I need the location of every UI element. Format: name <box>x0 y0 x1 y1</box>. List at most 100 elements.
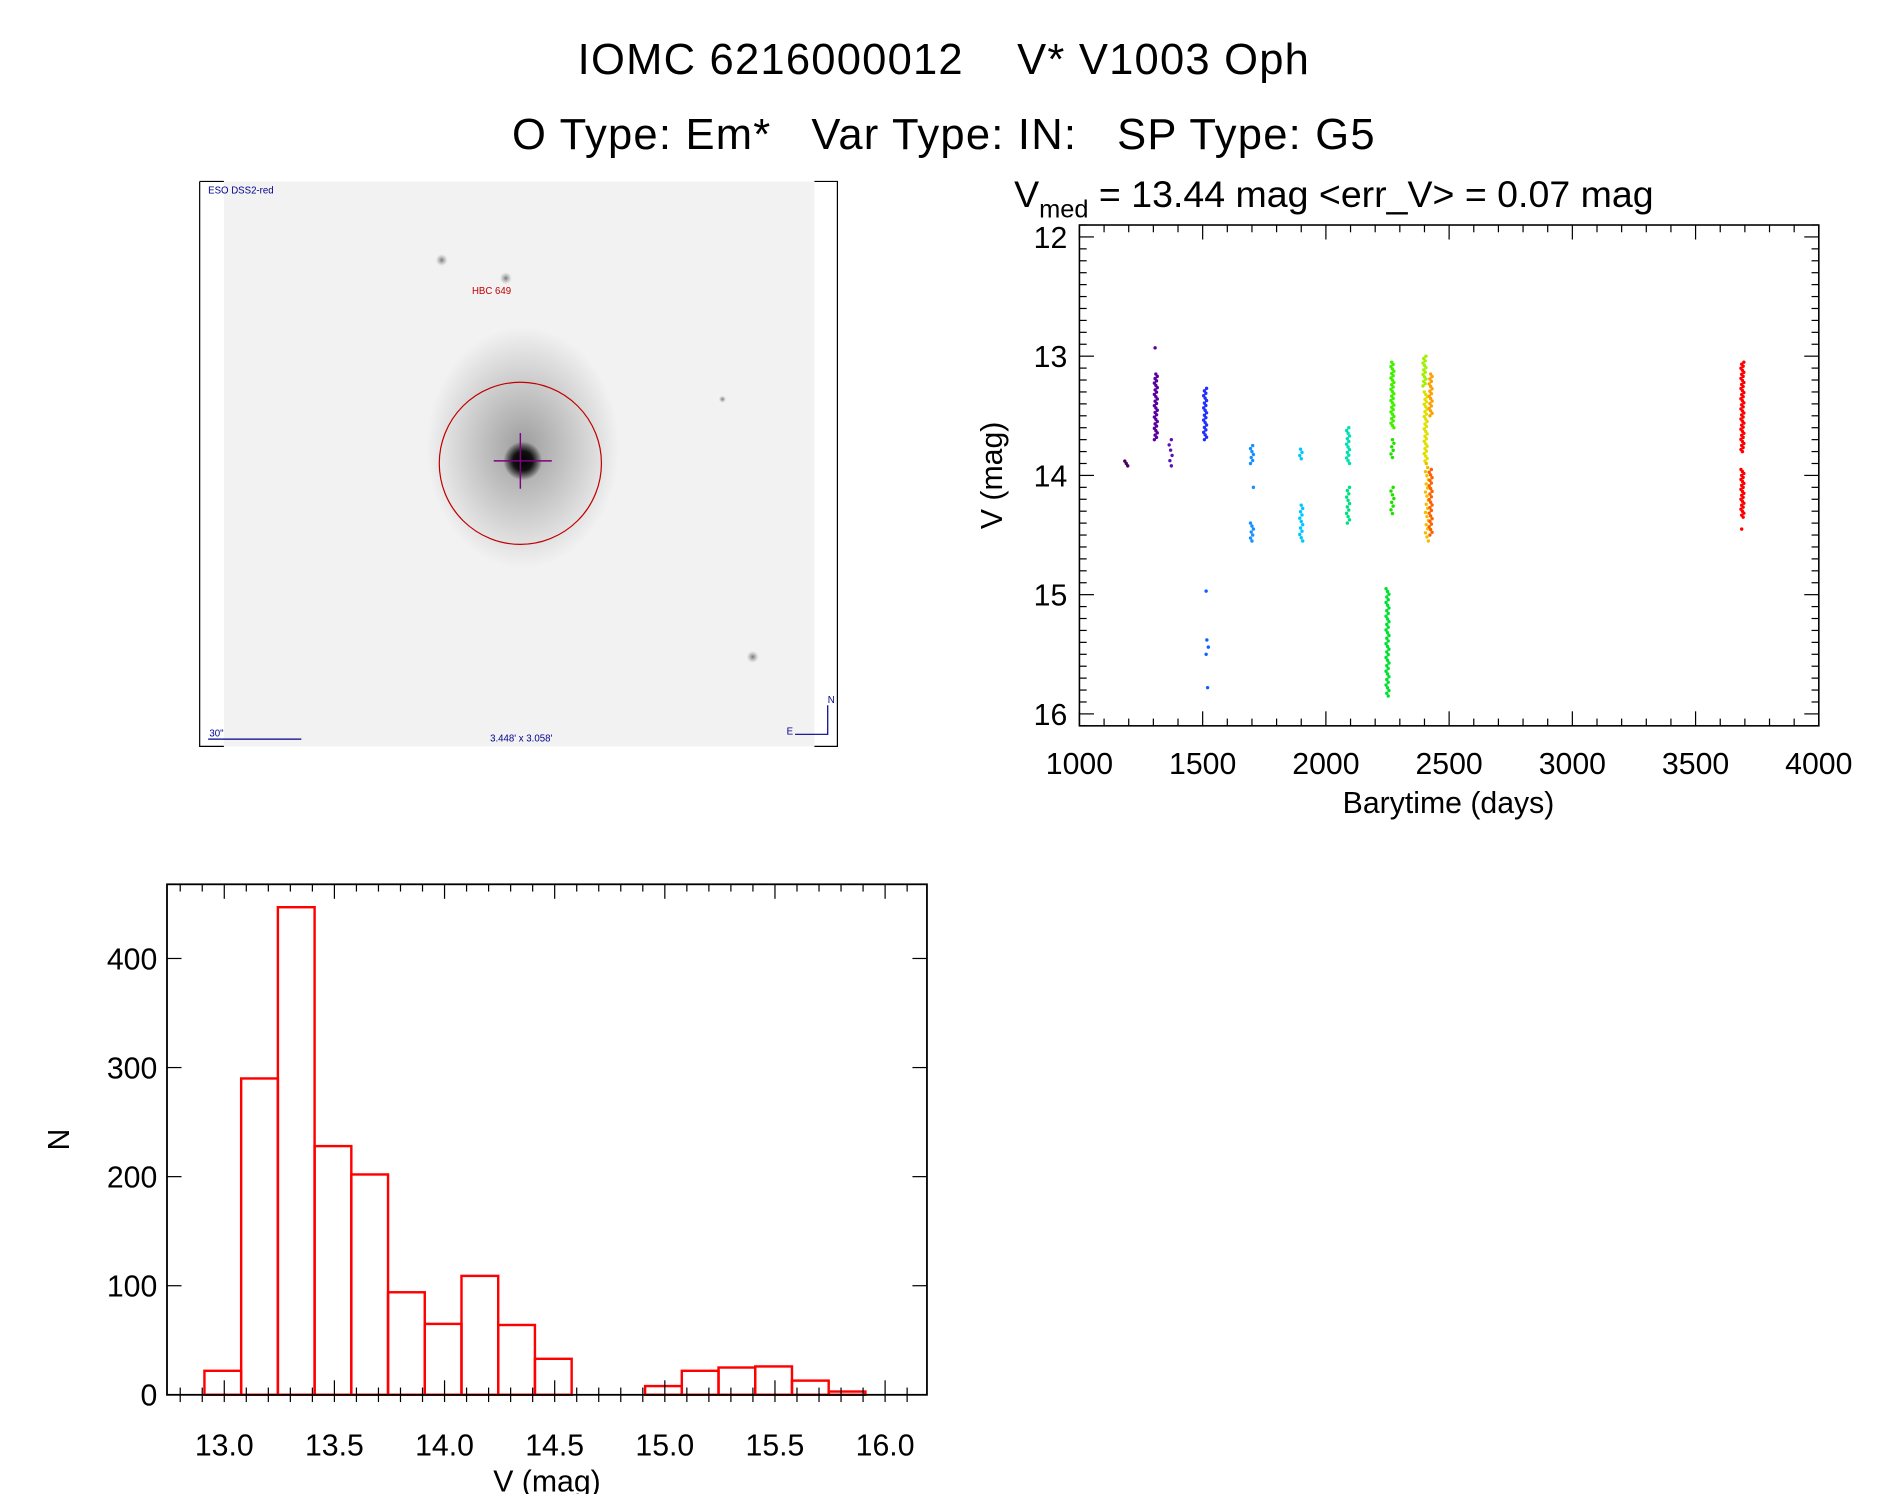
data-point <box>1424 417 1428 421</box>
field-star <box>746 650 759 663</box>
data-point <box>1169 464 1174 468</box>
data-point <box>1385 686 1390 690</box>
data-point <box>1429 379 1434 384</box>
data-point <box>1384 669 1388 673</box>
data-point <box>1169 437 1174 442</box>
data-point <box>1742 501 1746 505</box>
data-point <box>1387 592 1391 596</box>
data-point <box>1741 374 1745 379</box>
data-point <box>1741 364 1745 368</box>
data-point <box>1298 516 1302 520</box>
data-point <box>1249 530 1253 534</box>
data-point <box>1347 518 1352 522</box>
data-point <box>1298 526 1303 530</box>
data-point <box>1250 539 1254 543</box>
data-point <box>1204 428 1208 432</box>
data-point <box>1391 374 1395 378</box>
data-point <box>1385 664 1389 668</box>
data-point <box>1742 380 1746 385</box>
histogram-bar <box>239 1077 280 1397</box>
data-point <box>1155 408 1159 412</box>
data-point <box>1387 661 1391 665</box>
data-point <box>1430 475 1434 480</box>
data-point <box>1347 492 1351 496</box>
data-point <box>1384 683 1388 687</box>
data-point <box>1742 471 1746 476</box>
east-label: E <box>787 726 794 737</box>
data-point <box>1423 490 1428 494</box>
data-point <box>1741 394 1745 399</box>
data-point <box>1202 437 1207 442</box>
histogram-bar <box>754 1365 794 1397</box>
data-point <box>1204 435 1209 439</box>
data-point <box>1427 406 1431 411</box>
data-point <box>1425 535 1429 539</box>
data-point <box>1428 377 1432 381</box>
data-point <box>1741 505 1745 509</box>
data-point <box>1386 666 1390 671</box>
data-point <box>1741 515 1745 519</box>
data-point <box>1428 409 1433 413</box>
data-point <box>1167 443 1171 447</box>
data-point <box>1204 398 1209 403</box>
data-point <box>1390 500 1394 505</box>
data-point <box>1385 636 1389 640</box>
data-point <box>1347 508 1351 512</box>
data-point <box>1386 694 1390 698</box>
data-point <box>1384 587 1388 591</box>
data-point <box>1385 622 1389 627</box>
data-point <box>1154 424 1159 428</box>
data-point <box>1389 452 1393 456</box>
data-point <box>1298 510 1303 514</box>
data-point <box>1204 589 1208 593</box>
data-point <box>1428 500 1433 504</box>
data-point <box>1204 423 1209 427</box>
data-point <box>1201 430 1206 435</box>
data-point <box>1425 474 1429 478</box>
data-point <box>1202 425 1207 430</box>
data-point <box>1430 489 1434 494</box>
y-tick-label: 13 <box>1034 341 1068 374</box>
data-point <box>1390 445 1394 449</box>
light-curve-chart: Vmed = 13.44 mag <err_V> = 0.07 mag Bary… <box>976 173 1852 820</box>
data-point <box>1741 475 1745 480</box>
data-point <box>1170 453 1174 458</box>
data-point <box>1384 655 1388 660</box>
data-point <box>1204 411 1209 415</box>
data-point <box>1391 504 1395 508</box>
data-point <box>1385 589 1390 594</box>
data-point <box>1153 346 1157 350</box>
data-point <box>1425 465 1430 470</box>
data-point <box>1344 456 1349 460</box>
x-tick-label: 1500 <box>1169 748 1236 781</box>
data-point <box>1742 511 1746 515</box>
sky-image-panel: ESO DSS2-red HBC 649 30" 3.448' x 3.058'… <box>199 180 839 747</box>
data-point <box>1168 458 1172 463</box>
data-point <box>1386 598 1390 602</box>
data-point <box>1741 485 1745 490</box>
data-point <box>1423 370 1427 374</box>
data-point <box>1299 519 1303 524</box>
data-point <box>1742 390 1746 395</box>
data-point <box>1301 539 1305 543</box>
data-point <box>1429 467 1434 472</box>
data-point <box>1345 521 1350 525</box>
data-point <box>1347 448 1352 452</box>
data-point <box>1742 411 1746 415</box>
data-point <box>1424 405 1428 409</box>
data-point <box>1422 390 1426 394</box>
data-point <box>1203 433 1207 437</box>
data-point <box>1428 478 1432 483</box>
plot-frame <box>1078 224 1820 727</box>
data-point <box>1385 617 1390 621</box>
data-point <box>1390 437 1395 442</box>
data-point <box>1424 454 1428 458</box>
x-tick-label: 2500 <box>1415 748 1482 781</box>
data-point <box>1250 524 1254 528</box>
data-point <box>1250 458 1255 463</box>
data-point <box>1154 379 1159 383</box>
data-point <box>1428 492 1432 496</box>
data-point <box>1430 387 1434 391</box>
histogram-bar <box>313 1144 353 1397</box>
data-point <box>1389 508 1393 512</box>
